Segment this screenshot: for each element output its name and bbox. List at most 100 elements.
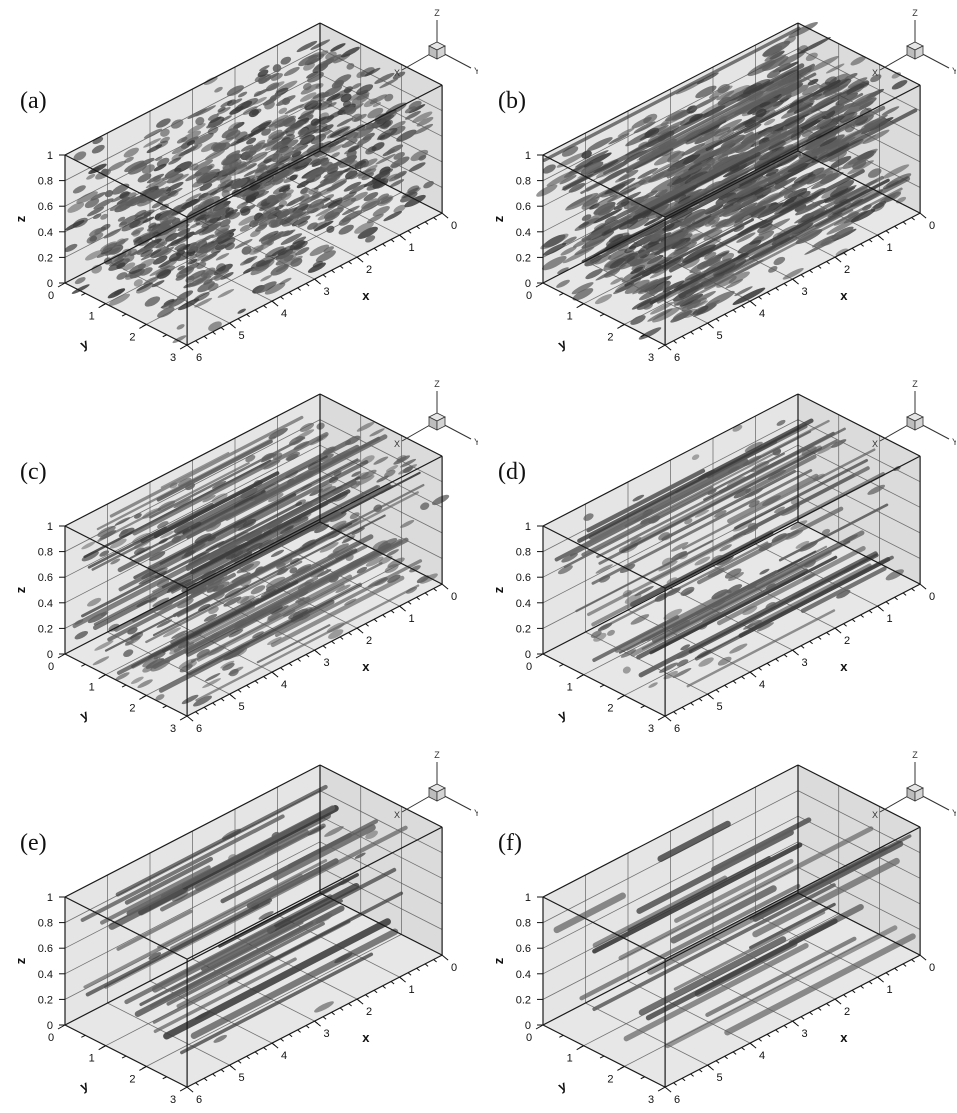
y-tick <box>57 653 66 659</box>
vortex-blob <box>234 160 252 171</box>
vortex-blob <box>104 190 114 198</box>
streak <box>738 556 891 638</box>
vortex-blob <box>571 282 594 295</box>
vortex-blob <box>613 282 635 295</box>
vortex-blob <box>105 247 121 256</box>
x-minor-tick <box>416 225 420 230</box>
vortex-blob <box>142 665 154 673</box>
streak <box>800 566 887 613</box>
vortex-blob <box>231 98 243 105</box>
vortex-blob <box>119 214 139 226</box>
y-minor-tick <box>142 694 147 698</box>
vortex-blob <box>835 248 849 257</box>
vortex-blob <box>787 156 818 173</box>
x-tick <box>186 344 194 351</box>
vortex-blob <box>778 61 799 73</box>
y-tick-label: 2 <box>129 331 135 343</box>
vortex-blob <box>788 21 818 38</box>
vortex-blob <box>155 694 165 701</box>
vortex-blob <box>593 632 607 642</box>
streak <box>124 856 214 905</box>
vortex-blob <box>200 243 214 251</box>
vortex-blob <box>802 115 827 129</box>
vortex-blob <box>142 216 155 224</box>
x-minor-tick <box>246 313 250 318</box>
vortex-blob <box>733 225 745 233</box>
vortex-blob <box>378 555 393 565</box>
vortex-blob <box>183 231 195 239</box>
box-edge <box>186 826 443 960</box>
vortex-blob <box>882 164 910 179</box>
vortex-blob <box>625 129 657 147</box>
vortex-blob <box>322 54 342 66</box>
vortex-blob <box>373 456 389 465</box>
panel-plot: 0 0.2 0.4 0.6 0.8 1 0 1 2 3 0 1 2 3 4 5 6 z y x Z X Y <box>13 8 478 364</box>
vortex-blob <box>239 224 251 232</box>
vortex-blob <box>821 109 836 120</box>
vortex-blob <box>805 52 818 62</box>
x-minor-tick <box>229 693 233 697</box>
x-tick-label: 0 <box>929 962 935 974</box>
x-minor-tick <box>407 230 412 234</box>
vortex-blob <box>348 183 368 194</box>
vortex-blob <box>255 165 271 174</box>
vortex-blob <box>307 262 326 273</box>
panel-a: 0 0.2 0.4 0.6 0.8 1 0 1 2 3 0 1 2 3 4 5 6 z y x Z X Y (a) <box>0 0 478 371</box>
x-minor-tick <box>254 680 259 684</box>
vortex-blob <box>754 156 781 170</box>
vortex-blob <box>178 298 200 311</box>
vortex-blob <box>257 182 276 193</box>
vortex-blob <box>171 151 186 161</box>
y-tick <box>57 1024 66 1030</box>
x-tick-label: 1 <box>887 242 893 254</box>
x-minor-tick <box>288 291 293 296</box>
grid-line <box>319 790 443 854</box>
box-edge <box>664 455 921 589</box>
vortex-blob <box>603 267 621 278</box>
x-minor-tick <box>860 243 864 247</box>
streak <box>156 439 273 502</box>
vortex-blob <box>109 201 128 211</box>
box-edge <box>64 764 321 898</box>
vortex-blob <box>238 215 257 226</box>
box-edge <box>542 521 799 655</box>
vortex-blob <box>193 226 209 236</box>
vortex-blob <box>121 220 141 232</box>
vortex-blob <box>340 46 360 58</box>
vortex-blob <box>543 242 567 256</box>
vortex-blob <box>86 173 96 180</box>
vortex-blob <box>557 267 569 275</box>
x-minor-tick <box>424 221 429 225</box>
streak <box>152 925 276 993</box>
triad-y-label: Y <box>952 66 956 76</box>
z-tick-label: 0.2 <box>38 623 53 635</box>
vortex-blob <box>252 96 267 105</box>
vortex-blob <box>744 119 756 128</box>
z-tick-label: 0 <box>47 649 53 661</box>
vortex-blob <box>594 294 613 305</box>
y-minor-tick <box>559 1034 564 1038</box>
vortex-blob <box>652 306 681 323</box>
vortex-blob <box>295 247 310 256</box>
grid-line <box>797 470 921 534</box>
vortex-blob <box>250 264 270 276</box>
x-minor-tick <box>707 693 711 697</box>
vortex-blob <box>217 106 226 113</box>
vortex-blob <box>248 245 264 255</box>
streak <box>234 537 409 631</box>
tick-labels: 0 0.2 0.4 0.6 0.8 1 0 1 2 3 0 1 2 3 4 5 6 <box>38 892 457 1106</box>
x-minor-tick <box>834 627 839 631</box>
vortex-blob <box>785 84 809 98</box>
streak <box>649 474 855 582</box>
y-tick-label: 1 <box>89 682 95 694</box>
vortex-blob <box>346 63 355 70</box>
x-minor-tick <box>885 230 890 234</box>
vortex-blob <box>774 506 785 514</box>
vortex-blob <box>637 241 660 255</box>
vortex-blob <box>121 192 137 202</box>
box-edge <box>186 455 443 589</box>
y-minor-tick <box>620 323 625 327</box>
vortex-blob <box>365 830 378 840</box>
vortex-blob <box>195 117 205 126</box>
vortex-blob <box>307 461 322 471</box>
